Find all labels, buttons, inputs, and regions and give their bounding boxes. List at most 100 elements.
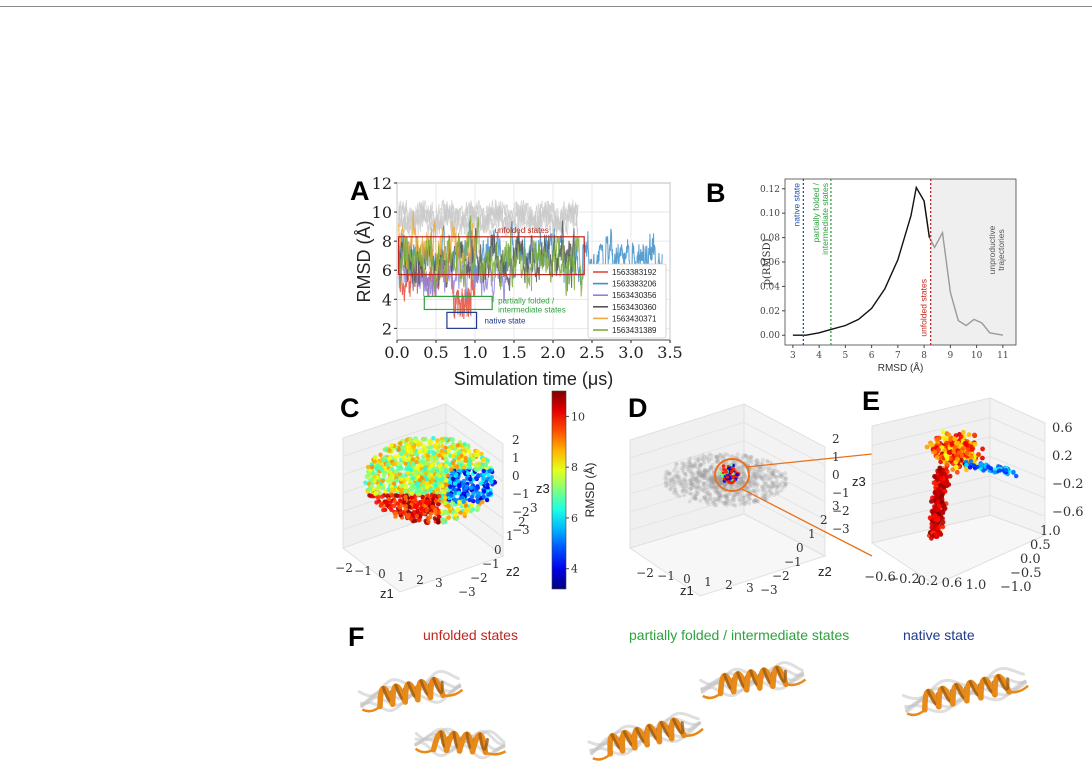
panel-d-point [687,460,692,465]
panel-d-point [768,460,773,465]
panel-c-point [386,456,391,461]
panel-d-point [741,495,746,500]
panel-d-point [770,473,775,478]
panel-d-point [693,496,697,501]
panel-d-point [724,496,729,501]
panel-a-ytick-label: 4 [382,290,392,309]
panel-a-legend-entry: 1563431389 [612,326,657,335]
panel-d-point [670,476,675,481]
panel-d-point [753,475,757,479]
panel-d-point [753,498,758,502]
panel-d-point [758,474,763,479]
panel-d-point [702,470,707,475]
panel-d-point [684,480,688,484]
panel-d-point [709,453,714,458]
panel-c-point [416,474,421,480]
panel-d-point [688,463,693,468]
panel-d-point [779,472,784,477]
panel-d-point [731,484,736,489]
panel-d-point [697,479,701,484]
panel-d-point [680,467,685,472]
panel-d-point [689,471,694,476]
panel-c-point [388,470,393,475]
panel-d-point [687,460,692,465]
panel-d-point [679,480,684,485]
panel-d-point [753,474,758,479]
panel-a-legend-box [587,263,667,339]
panel-c-point [423,490,428,495]
panel-d-point [770,485,775,489]
panel-d-point [664,476,669,481]
panel-c-point [379,494,385,499]
panel-d-point [768,486,773,491]
panel-d-point [719,478,724,483]
panel-d-point [708,465,713,470]
panel-d-point [708,478,713,483]
panel-d-point [763,491,768,496]
panel-a-xtick-label: 3.5 [657,343,682,362]
panel-d-point [712,481,717,486]
panel-d-point [777,474,782,479]
panel-d-point [751,479,756,484]
panel-d-point [684,483,689,488]
panel-c-point [417,459,423,465]
panel-c-point [380,486,386,491]
panel-d-point [684,462,689,467]
panel-d-point [695,476,700,481]
panel-d-point [735,452,740,457]
panel-d-point [701,485,706,490]
panel-d-point [753,459,758,464]
panel-d-point [719,493,724,498]
panel-d-point [697,469,702,474]
panel-d-point [768,484,773,489]
panel-d-point [749,454,754,459]
panel-d-point [693,476,698,481]
panel-c-colorbar [551,390,567,590]
panel-c-point [440,489,445,495]
panel-d-point [697,455,702,460]
panel-d-point [713,460,718,465]
panel-c-point [411,444,416,449]
panel-d-point [765,477,770,482]
panel-c-point [403,503,408,509]
panel-d-point [734,483,739,488]
panel-a-xtick-label: 0.5 [423,343,448,362]
panel-d-point [693,462,698,467]
panel-c-grid-line [445,421,504,464]
panel-d-point [770,481,775,486]
panel-c-colorbar-tick-label: 10 [571,410,585,423]
panel-c-point [369,483,375,489]
panel-d-point [708,497,713,502]
panel-c-point [461,464,466,470]
panel-d-point [716,496,721,501]
panel-d-point [718,452,723,457]
panel-d-point [709,464,714,469]
panel-d-point [724,495,729,500]
panel-c-point [385,462,390,467]
panel-c-point [414,459,419,465]
panel-d-point [687,499,692,504]
panel-d-point [762,488,767,493]
panel-a-annotation-box [446,311,478,329]
panel-b-xtick-label: 9 [948,351,954,361]
panel-d-point [783,477,788,482]
panel-d-point [681,464,686,469]
panel-d-point [763,485,768,490]
panel-d-point [715,497,720,502]
panel-c-point [456,468,462,473]
panel-b-xlabel: RMSD (Å) [878,361,924,374]
panel-d-point [735,492,740,496]
panel-d-grid-line [629,440,745,477]
panel-d-point [701,476,706,480]
panel-d-point [673,488,677,492]
panel-c-point [399,477,404,482]
panel-d-point [694,485,699,490]
panel-d-point [768,466,773,470]
panel-c-point [395,501,401,506]
panel-c-point [387,448,392,453]
panel-d-point [736,479,741,484]
panel-c-point [443,478,449,483]
panel-d-point [722,483,727,488]
panel-c-point [391,481,397,486]
